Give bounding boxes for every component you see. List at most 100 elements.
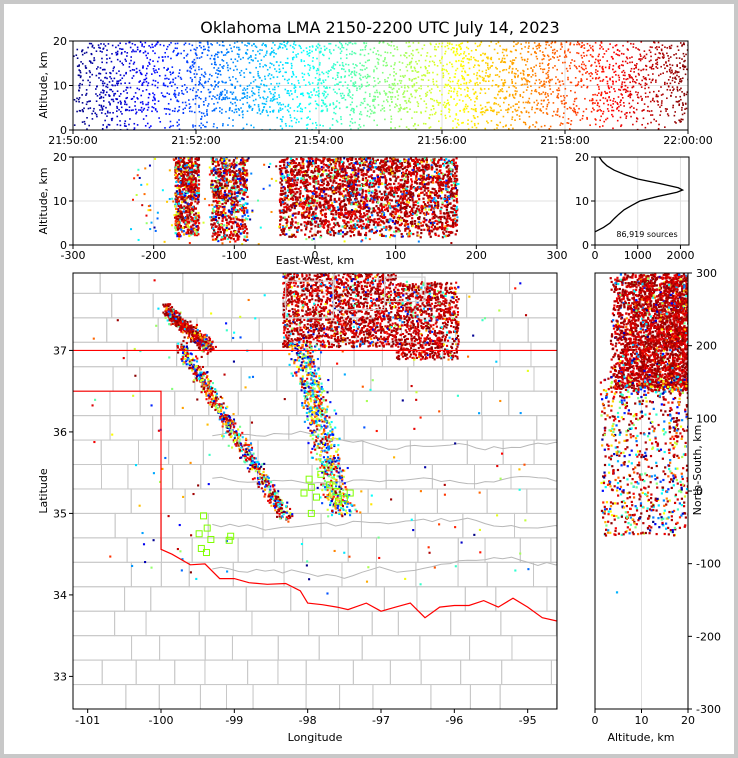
- east-west-point: [233, 211, 236, 214]
- time-height-point: [416, 101, 419, 103]
- east-west-point: [220, 196, 223, 200]
- time-height-point: [623, 78, 625, 80]
- time-height-point: [199, 41, 202, 44]
- time-height-point: [200, 73, 203, 76]
- east-west-point: [182, 217, 185, 220]
- time-height-point: [396, 90, 398, 92]
- time-height-point: [482, 59, 484, 62]
- time-height-point: [95, 50, 98, 53]
- time-height-point: [447, 72, 450, 75]
- time-height-point: [456, 122, 459, 125]
- time-height-point: [406, 69, 409, 72]
- east-west-point: [187, 189, 190, 192]
- time-height-point: [277, 85, 280, 88]
- east-west-point: [197, 226, 200, 229]
- time-height-point: [515, 73, 517, 75]
- time-height-point: [545, 108, 548, 110]
- east-west-point: [196, 158, 199, 162]
- time-height-point: [312, 56, 314, 59]
- time-height-point: [148, 63, 151, 65]
- time-height-point: [294, 44, 297, 46]
- time-height-point: [541, 85, 544, 87]
- time-height-point: [574, 111, 577, 113]
- time-height-point: [139, 109, 142, 111]
- east-west-point: [234, 181, 237, 184]
- time-height-point: [235, 111, 238, 113]
- time-height-point: [411, 117, 413, 119]
- time-height-point: [334, 78, 337, 81]
- east-west-point: [229, 234, 232, 237]
- east-west-point: [222, 166, 225, 170]
- time-height-point: [138, 88, 141, 91]
- east-west-point: [174, 184, 177, 188]
- time-height-point: [484, 92, 487, 95]
- time-height-point: [467, 128, 470, 130]
- time-height-point: [257, 105, 260, 108]
- time-height-point: [444, 83, 447, 86]
- east-west-point: [188, 184, 192, 187]
- time-height-point: [599, 59, 601, 61]
- east-west-point: [216, 180, 219, 183]
- time-height-point: [353, 70, 356, 73]
- time-height-point: [583, 63, 585, 66]
- east-west-point: [182, 233, 186, 236]
- time-height-point: [321, 99, 323, 102]
- time-height-point: [193, 111, 196, 114]
- time-height-point: [234, 86, 237, 88]
- time-height-point: [319, 78, 321, 80]
- time-height-point: [453, 47, 455, 49]
- time-height-point: [85, 67, 88, 69]
- time-height-point: [467, 123, 469, 125]
- time-height-point: [424, 74, 426, 77]
- time-height-point: [171, 72, 174, 75]
- time-height-point: [336, 72, 339, 74]
- time-height-point: [426, 70, 429, 72]
- time-height-point: [287, 110, 290, 113]
- time-height-point: [682, 52, 685, 55]
- time-height-point: [139, 50, 142, 52]
- east-west-point: [197, 222, 201, 225]
- time-height-point: [572, 103, 575, 106]
- east-west-point: [229, 189, 233, 192]
- time-height-point: [501, 57, 504, 60]
- time-height-point: [99, 50, 102, 53]
- time-height-point: [676, 90, 679, 92]
- time-height-point: [514, 93, 517, 96]
- time-height-point: [364, 46, 367, 48]
- time-height-point: [614, 100, 617, 103]
- time-height-point: [89, 76, 91, 78]
- east-west-point: [240, 209, 244, 212]
- east-west-point: [235, 210, 238, 213]
- time-height-point: [489, 66, 491, 69]
- time-height-point: [391, 96, 394, 98]
- time-height-point: [248, 56, 251, 59]
- time-height-point: [424, 123, 427, 125]
- east-west-point: [226, 199, 229, 203]
- time-height-point: [675, 122, 677, 124]
- time-height-point: [441, 93, 443, 96]
- time-height-point: [350, 71, 353, 74]
- time-height-point: [108, 57, 111, 60]
- east-west-point: [218, 233, 221, 237]
- time-height-point: [636, 118, 639, 120]
- time-height-point: [530, 85, 532, 87]
- time-height-point: [520, 56, 523, 59]
- time-height-point: [322, 81, 325, 84]
- time-height-point: [213, 54, 216, 57]
- time-height-point: [615, 74, 617, 76]
- time-height-point: [358, 113, 361, 115]
- time-height-point: [336, 74, 339, 77]
- time-height-point: [390, 96, 392, 98]
- time-height-point: [631, 77, 633, 79]
- time-height-point: [592, 93, 594, 96]
- time-height-point: [535, 79, 538, 82]
- time-height-point: [655, 46, 658, 48]
- time-height-point: [269, 128, 271, 130]
- time-height-point: [633, 67, 636, 70]
- time-height-point: [279, 125, 282, 127]
- time-height-point: [78, 87, 81, 89]
- time-height-point: [487, 66, 489, 69]
- time-height-point: [207, 88, 210, 91]
- time-height-point: [633, 80, 636, 83]
- time-height-point: [370, 112, 372, 115]
